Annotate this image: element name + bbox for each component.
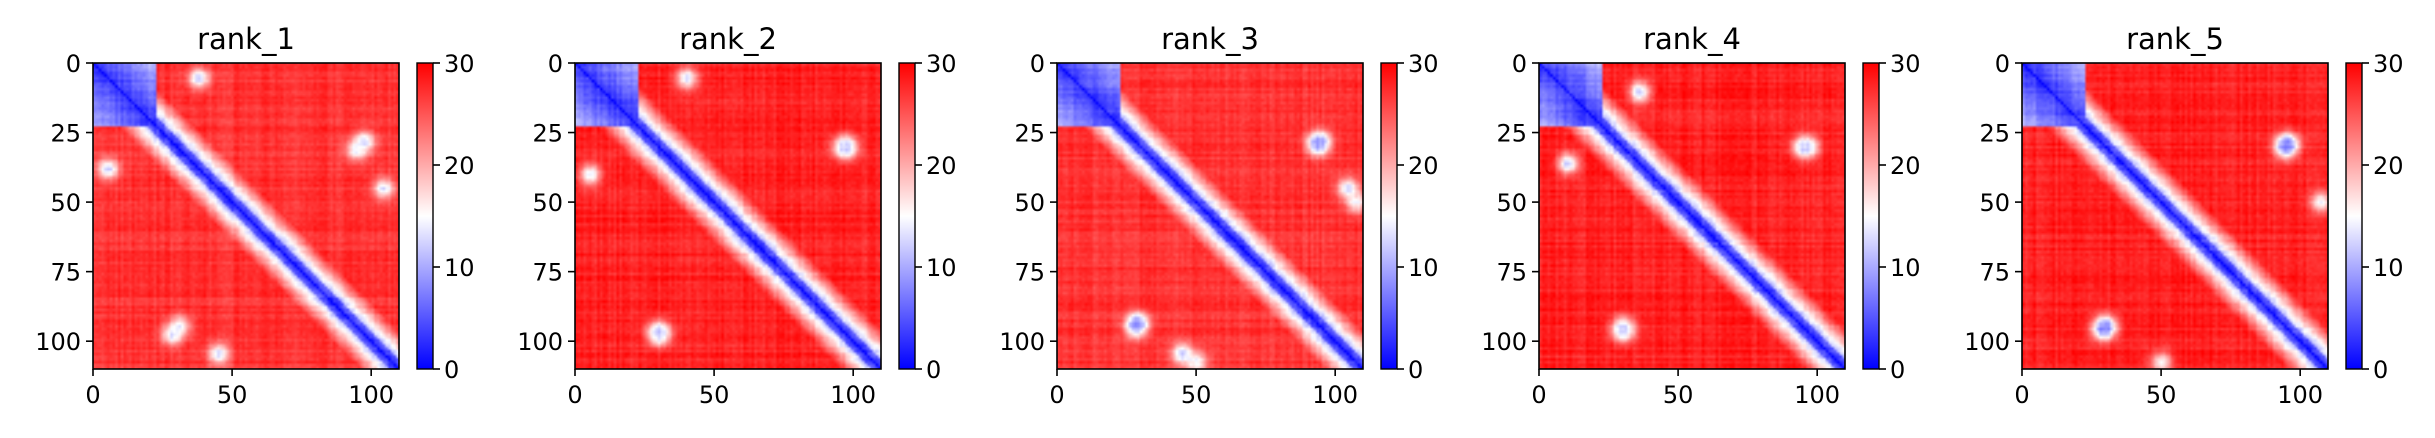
panel-title: rank_1 (197, 22, 295, 56)
x-tick-label: 100 (2277, 381, 2323, 409)
colorbar-tick-label: 0 (2373, 356, 2388, 384)
x-tick-label: 100 (830, 381, 876, 409)
y-tick-label: 100 (517, 328, 563, 356)
colorbar (1863, 63, 1879, 369)
colorbar-tick-label: 30 (2373, 50, 2404, 78)
axes-frame (2021, 62, 2329, 370)
colorbar-frame (2345, 62, 2363, 370)
panel-title: rank_3 (1161, 22, 1259, 56)
y-tick-label: 25 (532, 120, 563, 148)
colorbar-tick-label: 0 (1890, 356, 1905, 384)
x-tick-label: 0 (1531, 381, 1546, 409)
y-tick-label: 25 (1014, 120, 1045, 148)
colorbar (899, 63, 915, 369)
x-tick-label: 0 (567, 381, 582, 409)
y-tick-label: 100 (1964, 328, 2010, 356)
y-tick-label: 50 (532, 189, 563, 217)
y-tick-label: 0 (1512, 50, 1527, 78)
y-tick-label: 75 (1979, 259, 2010, 287)
colorbar-tick-label: 30 (444, 50, 475, 78)
colorbar-tick-label: 20 (2373, 152, 2404, 180)
panel-title: rank_4 (1643, 22, 1741, 56)
colorbar-tick-label: 30 (1890, 50, 1921, 78)
heatmap-image (93, 63, 399, 369)
x-tick-label: 50 (1663, 381, 1694, 409)
colorbar (2346, 63, 2362, 369)
colorbar-tick-label: 10 (2373, 254, 2404, 282)
x-tick-label: 50 (699, 381, 730, 409)
colorbar-frame (1862, 62, 1880, 370)
heatmap-image (1057, 63, 1363, 369)
colorbar-tick-label: 20 (1890, 152, 1921, 180)
y-tick-label: 25 (50, 120, 81, 148)
colorbar-tick-label: 10 (926, 254, 957, 282)
y-tick-label: 50 (50, 189, 81, 217)
y-tick-label: 50 (1979, 189, 2010, 217)
y-tick-label: 0 (1030, 50, 1045, 78)
panel-title: rank_5 (2126, 22, 2224, 56)
colorbar-tick-label: 10 (444, 254, 475, 282)
heatmap-image (1539, 63, 1845, 369)
y-tick-label: 100 (35, 328, 81, 356)
colorbar-tick-label: 20 (444, 152, 475, 180)
colorbar-frame (898, 62, 916, 370)
colorbar-tick-label: 30 (926, 50, 957, 78)
y-tick-label: 25 (1496, 120, 1527, 148)
x-tick-label: 50 (217, 381, 248, 409)
y-tick-label: 0 (548, 50, 563, 78)
heatmap-image (575, 63, 881, 369)
colorbar-tick-label: 10 (1890, 254, 1921, 282)
colorbar-tick-label: 0 (444, 356, 459, 384)
axes-frame (1056, 62, 1364, 370)
y-tick-label: 75 (532, 259, 563, 287)
y-tick-label: 0 (66, 50, 81, 78)
y-tick-label: 25 (1979, 120, 2010, 148)
y-tick-label: 100 (1481, 328, 1527, 356)
axes-frame (1538, 62, 1846, 370)
x-tick-label: 100 (1794, 381, 1840, 409)
y-tick-label: 75 (50, 259, 81, 287)
y-tick-label: 0 (1995, 50, 2010, 78)
heatmap-image (2022, 63, 2328, 369)
x-tick-label: 0 (1049, 381, 1064, 409)
y-tick-label: 100 (999, 328, 1045, 356)
x-tick-label: 50 (1181, 381, 1212, 409)
y-tick-label: 75 (1014, 259, 1045, 287)
axes-frame (92, 62, 400, 370)
colorbar (1381, 63, 1397, 369)
x-tick-label: 0 (2014, 381, 2029, 409)
colorbar-frame (1380, 62, 1398, 370)
y-tick-label: 50 (1496, 189, 1527, 217)
axes-frame (574, 62, 882, 370)
colorbar-tick-label: 30 (1408, 50, 1439, 78)
x-tick-label: 0 (85, 381, 100, 409)
x-tick-label: 100 (348, 381, 394, 409)
colorbar-frame (416, 62, 434, 370)
colorbar-tick-label: 20 (1408, 152, 1439, 180)
x-tick-label: 100 (1312, 381, 1358, 409)
colorbar-tick-label: 10 (1408, 254, 1439, 282)
panel-title: rank_2 (679, 22, 777, 56)
colorbar (417, 63, 433, 369)
x-tick-label: 50 (2146, 381, 2177, 409)
y-tick-label: 75 (1496, 259, 1527, 287)
colorbar-tick-label: 0 (1408, 356, 1423, 384)
y-tick-label: 50 (1014, 189, 1045, 217)
colorbar-tick-label: 0 (926, 356, 941, 384)
colorbar-tick-label: 20 (926, 152, 957, 180)
